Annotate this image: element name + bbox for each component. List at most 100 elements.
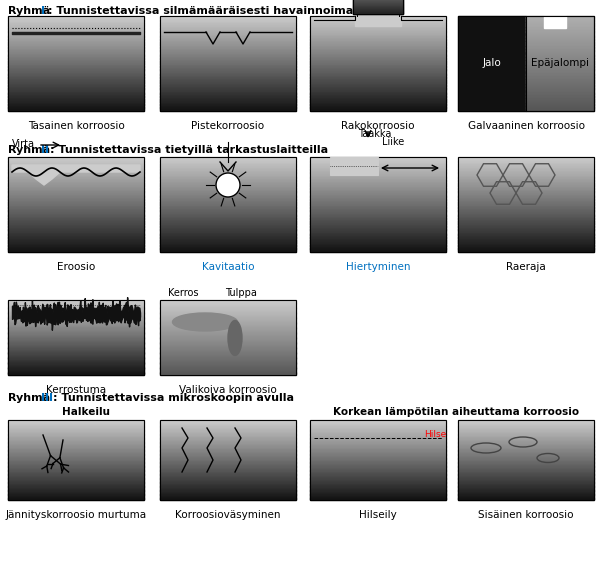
Bar [160,493,296,494]
Ellipse shape [228,321,242,356]
Bar [160,245,296,247]
Text: Liike: Liike [382,137,404,147]
Bar [330,157,378,175]
Bar [160,356,296,357]
Bar [8,446,144,448]
Bar [8,366,144,367]
Bar [8,178,144,181]
Bar [8,83,144,86]
Bar [160,206,296,208]
Bar [458,477,594,479]
Bar [310,212,446,214]
Bar [8,372,144,374]
Bar [458,474,594,476]
Bar [160,80,296,83]
Bar [310,79,446,81]
Bar [8,494,144,496]
Bar [458,163,594,165]
Bar [310,49,446,51]
Bar [458,431,594,433]
Bar [8,71,144,73]
Text: Galvaaninen korroosio: Galvaaninen korroosio [467,121,585,131]
Bar [160,433,296,435]
Bar [160,156,296,159]
Bar [310,479,446,482]
Bar [160,228,296,230]
Bar [458,470,594,472]
Bar [526,82,594,84]
Bar [8,332,144,333]
Bar [8,50,144,52]
Bar [8,481,144,483]
Bar [160,476,296,477]
Bar [160,357,296,359]
Bar [310,36,446,38]
Bar [310,486,446,488]
Bar [160,25,296,27]
Bar [8,420,144,422]
Bar [160,477,296,479]
Bar [8,345,144,346]
Bar [310,30,446,32]
Bar [8,343,144,345]
Bar [8,496,144,497]
Bar [8,188,144,190]
Bar [8,94,144,97]
Bar [8,25,144,27]
Bar [458,457,594,459]
Bar [310,234,446,236]
Bar [353,12,403,13]
Bar [160,193,296,195]
Bar [353,0,403,1]
Bar [160,199,296,201]
Bar [526,16,594,111]
Bar [458,187,594,189]
Bar [8,451,144,454]
Bar [458,478,594,480]
Bar [160,92,296,94]
Text: Jalo: Jalo [482,58,501,68]
Bar [160,431,296,433]
Bar [160,317,296,319]
Bar [458,215,594,217]
Bar [8,167,144,170]
Bar [8,368,144,370]
Bar [8,463,144,465]
Bar [458,448,594,449]
Bar [310,161,446,163]
Bar [160,360,296,361]
Bar [526,52,594,54]
Bar [353,12,403,13]
Bar [310,17,446,19]
Bar [8,483,144,485]
Bar [8,476,144,477]
Bar [8,354,144,356]
Bar [8,489,144,491]
Bar [310,226,446,229]
Bar [8,220,144,222]
Bar [8,169,144,171]
Bar [160,461,296,463]
Bar [458,177,594,179]
Bar [160,339,296,341]
Bar [310,25,446,27]
Text: Taakka: Taakka [358,129,391,139]
Bar [160,351,296,353]
Bar [8,90,144,92]
Bar [160,331,296,332]
Bar [160,454,296,456]
Bar [160,342,296,344]
Bar [8,218,144,220]
Bar [310,104,446,106]
Bar [8,182,144,184]
Bar [160,226,296,229]
Bar [8,30,144,32]
Bar [160,303,296,305]
Bar [310,189,446,192]
Bar [353,6,403,8]
Bar [458,250,594,252]
Bar [8,433,144,435]
Bar [310,89,446,90]
Bar [8,101,144,103]
Bar [160,338,296,340]
